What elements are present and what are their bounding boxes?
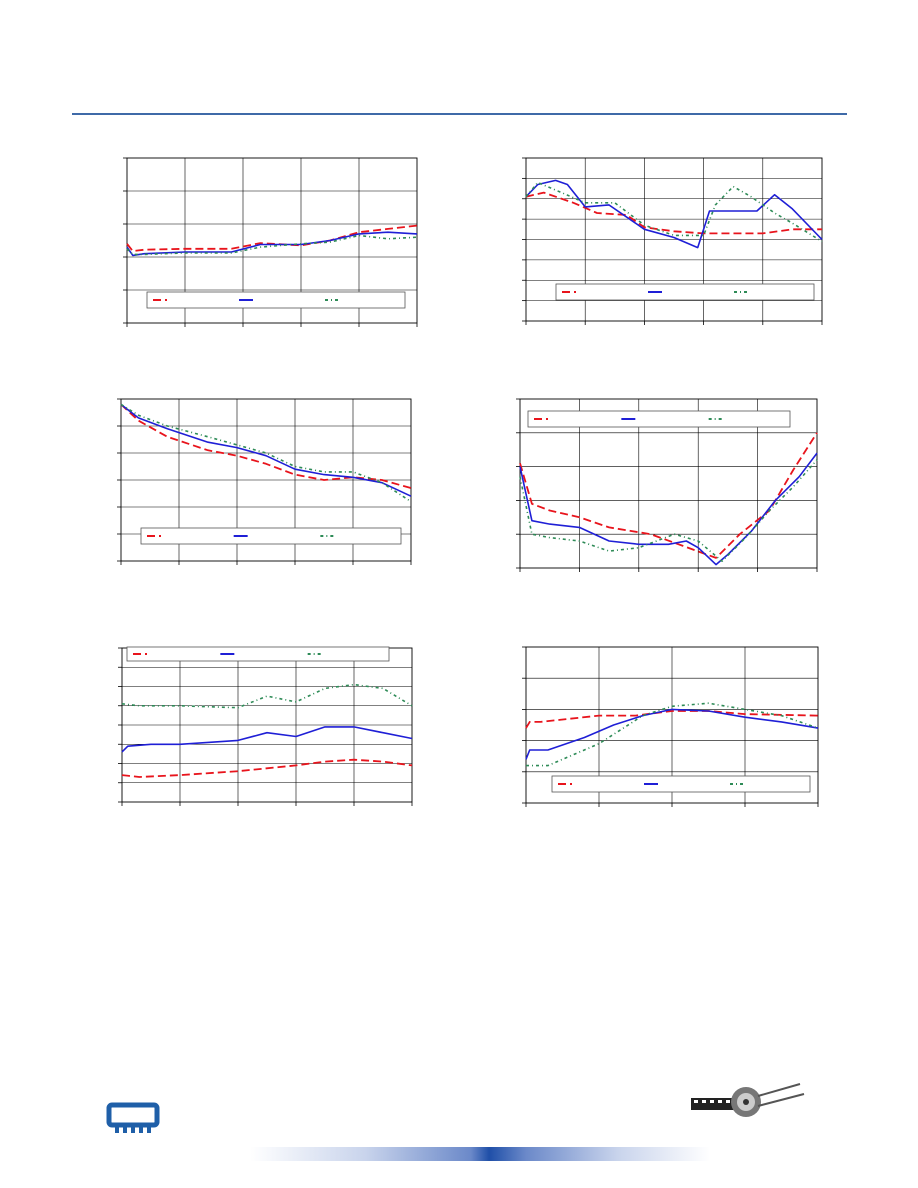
chart-4-svg bbox=[516, 398, 818, 572]
chart-1-series-1-line bbox=[126, 224, 418, 252]
chart-6-svg bbox=[522, 646, 819, 807]
chart-3-svg bbox=[117, 398, 412, 565]
chart-4-series-1-line bbox=[519, 432, 818, 559]
chart-6 bbox=[514, 640, 834, 820]
chart-4-series-2-line bbox=[519, 452, 818, 566]
chart-4-legend-box bbox=[527, 410, 791, 428]
memory-module-icon bbox=[106, 1102, 162, 1141]
chart-5-series-3-line bbox=[121, 683, 413, 709]
chart-5 bbox=[112, 637, 422, 817]
chart-2-legend-box bbox=[555, 283, 815, 301]
chart-3-series-3-line bbox=[120, 403, 412, 503]
chart-6-series-3-line bbox=[526, 702, 819, 767]
chart-2-svg bbox=[522, 157, 823, 325]
chart-3-series-1-line bbox=[120, 403, 412, 489]
chart-2-series-3-line bbox=[525, 181, 823, 243]
chart-6-series-1-line bbox=[525, 710, 819, 729]
chart-3 bbox=[111, 393, 421, 573]
chart-1-legend-box bbox=[146, 291, 406, 309]
chart-3-legend-box bbox=[140, 527, 402, 545]
chart-5-series-1-line bbox=[121, 758, 413, 778]
chart-6-series-2-line bbox=[525, 708, 819, 760]
header-rule bbox=[72, 113, 847, 115]
chart-5-svg bbox=[118, 646, 413, 806]
chart-6-legend-box bbox=[551, 775, 811, 793]
chart-2-series-2-line bbox=[525, 179, 823, 249]
chart-1-series-2-line bbox=[126, 231, 418, 257]
chart-1-series-3-line bbox=[126, 234, 418, 256]
chart-4 bbox=[510, 393, 830, 578]
chart-1 bbox=[115, 152, 425, 332]
film-reel-logo bbox=[688, 1082, 808, 1127]
chart-3-series-2-line bbox=[120, 403, 412, 497]
footer-gradient-bar bbox=[250, 1147, 710, 1161]
chart-1-svg bbox=[123, 157, 418, 327]
chart-5-series-2-line bbox=[121, 726, 413, 753]
chart-5-legend-box bbox=[126, 646, 390, 662]
chart-4-series-3-line bbox=[519, 459, 818, 562]
chart-2 bbox=[516, 152, 836, 332]
